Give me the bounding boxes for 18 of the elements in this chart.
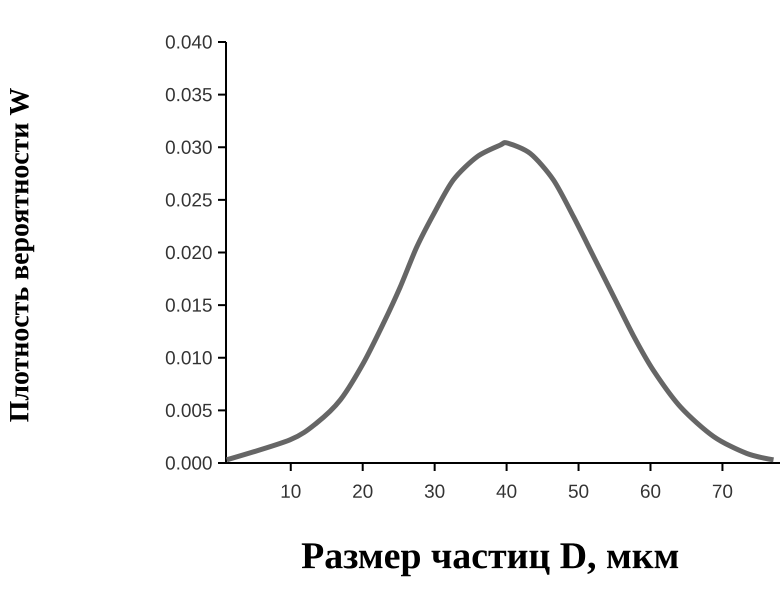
y-tick-label: 0.025: [166, 193, 212, 207]
y-tick-label: 0.000: [166, 456, 212, 470]
x-tick-label: 50: [568, 484, 588, 498]
x-axis-title: Размер частиц D, мкм: [302, 543, 678, 576]
y-tick-label: 0.005: [166, 404, 212, 418]
x-tick-label: 70: [712, 484, 732, 498]
y-tick-label: 0.020: [166, 246, 212, 260]
y-tick-label: 0.010: [166, 351, 212, 364]
x-tick-label: 20: [353, 484, 372, 498]
y-tick-label: 0.030: [166, 140, 212, 154]
x-tick-label: 10: [282, 484, 301, 498]
x-tick-label: 40: [496, 484, 516, 498]
y-axis-title: Плотность вероятности W: [10, 88, 34, 422]
y-tick-label: 0.015: [166, 298, 212, 312]
y-tick-label: 0.040: [166, 35, 212, 49]
y-tick-label: 0.035: [166, 88, 212, 102]
x-tick-label: 30: [424, 484, 444, 498]
x-tick-label: 60: [640, 484, 660, 498]
